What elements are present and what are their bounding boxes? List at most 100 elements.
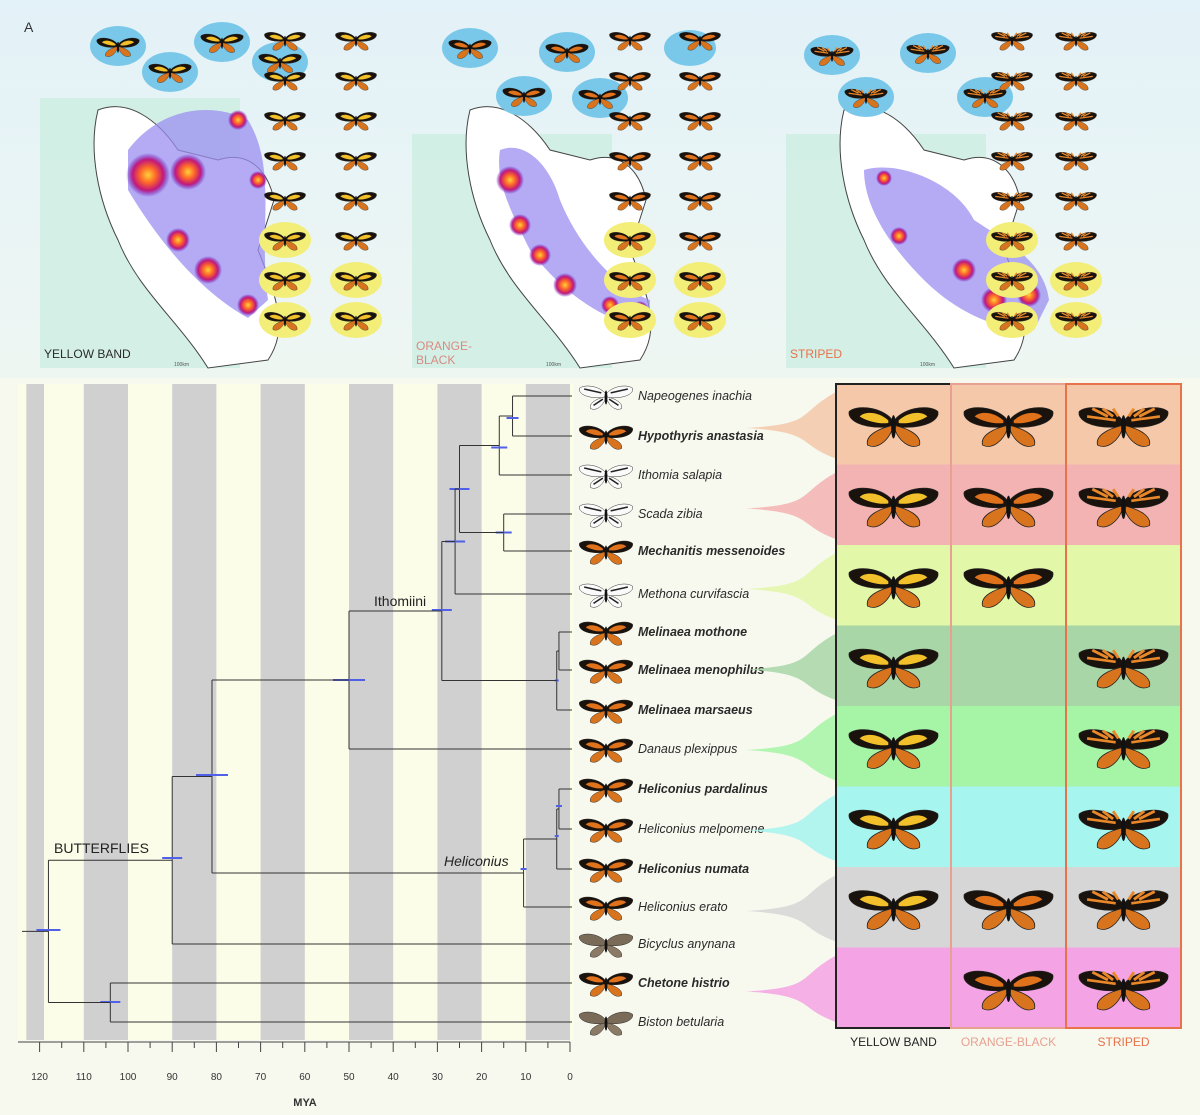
axis-tick-label: 40 — [388, 1072, 400, 1083]
taxon-icon-13 — [579, 858, 633, 883]
axis-tick-label: 20 — [476, 1072, 488, 1083]
taxon-label: Melinaea menophilus — [638, 663, 764, 677]
axis-tick-label: 120 — [31, 1072, 48, 1083]
panel-a-butterfly-icon — [335, 192, 377, 211]
morph-butterfly-icon — [963, 407, 1054, 447]
morph-connector — [746, 553, 836, 620]
panel-a-butterfly-icon — [448, 39, 492, 59]
panel-a-butterfly-icon — [200, 33, 244, 53]
time-stripe — [260, 384, 305, 1040]
taxon-icon-17 — [579, 1011, 633, 1036]
morph-column-frame — [1065, 383, 1182, 1029]
panel-a-butterfly-icon — [609, 192, 651, 211]
taxon-label: Melinaea mothone — [638, 625, 747, 639]
taxon-label: Bicyclus anynana — [638, 937, 735, 951]
panel-a-butterfly-icon — [609, 72, 651, 91]
taxon-icon-6 — [579, 583, 633, 608]
clade-label-ithomiini: Ithomiini — [374, 593, 426, 609]
phylogeny-tree — [22, 395, 572, 1023]
map-label: STRIPED — [790, 347, 842, 361]
range-maps: YELLOW BAND 100km ORANGE-BLACK 100km STRIPED… — [40, 98, 1049, 369]
axis-tick-label: 60 — [299, 1072, 311, 1083]
morph-butterfly-icon — [963, 970, 1054, 1011]
panel-a-butterflies — [90, 22, 1102, 338]
panel-a-butterfly-icon — [264, 112, 306, 131]
panel-a-butterfly-icon — [991, 152, 1033, 171]
axis-tick-label: 100 — [120, 1072, 137, 1083]
axis-tick-label: 110 — [76, 1072, 92, 1083]
panel-a-butterfly-icon — [679, 32, 721, 51]
taxon-label: Napeogenes inachia — [638, 389, 752, 403]
morph-butterfly-icon — [1078, 729, 1169, 769]
taxon-icon-9 — [579, 699, 633, 724]
panel-a-butterfly-icon — [1055, 192, 1097, 211]
panel-a-butterfly-icon — [1055, 32, 1097, 51]
panel-a-butterfly-icon — [335, 232, 377, 251]
taxon-label: Danaus plexippus — [638, 742, 737, 756]
panel-a-butterfly-icon — [1055, 312, 1097, 331]
taxon-icon-3 — [579, 464, 633, 489]
taxon-icon-15 — [579, 933, 633, 958]
panel-a-butterfly-icon — [1055, 272, 1097, 291]
time-stripe — [525, 384, 570, 1040]
morph-grid: YELLOW BAND ORANGE-BLACK STRIPED — [746, 383, 1182, 1049]
axis-label: MYA — [293, 1097, 316, 1109]
panel-a-butterfly-icon — [679, 72, 721, 91]
axis-tick-label: 10 — [520, 1072, 532, 1083]
morph-butterfly-icon — [1078, 648, 1169, 689]
panel-a-butterfly-icon — [545, 43, 589, 63]
panel-a-butterfly-icon — [264, 192, 306, 211]
taxon-label: Scada zibia — [638, 507, 703, 521]
panel-a-butterfly-icon — [335, 32, 377, 51]
taxon-label: Ithomia salapia — [638, 468, 722, 482]
morph-connector — [746, 875, 836, 942]
morph-butterfly-icon — [848, 407, 939, 447]
panel-a-butterfly-icon — [148, 63, 192, 83]
panel-a-butterfly-icon — [906, 44, 950, 64]
taxon-icon-4 — [579, 503, 633, 528]
morph-butterfly-icon — [1078, 809, 1169, 850]
taxon-icon-1 — [579, 385, 633, 410]
panel-a-butterfly-icon — [609, 232, 651, 251]
panel-a-butterfly-icon — [679, 312, 721, 331]
morph-butterfly-icon — [848, 648, 939, 689]
panel-a-butterfly-icon — [679, 272, 721, 291]
panel-a-butterfly-icon — [991, 112, 1033, 131]
morph-connector — [746, 472, 836, 539]
morph-butterfly-icon — [1078, 970, 1169, 1011]
panel-a-butterfly-icon — [335, 72, 377, 91]
taxon-icon-2 — [579, 425, 633, 450]
panel-a-butterfly-icon — [679, 192, 721, 211]
morph-column-label: STRIPED — [1097, 1035, 1149, 1049]
morph-connector — [746, 955, 836, 1022]
taxon-icon-5 — [579, 540, 633, 565]
taxon-icon-14 — [579, 896, 633, 921]
panel-a-butterfly-icon — [335, 112, 377, 131]
panel-a-butterfly-icon — [609, 272, 651, 291]
panel-a-butterfly-icon — [991, 232, 1033, 251]
morph-column-label: YELLOW BAND — [850, 1035, 937, 1049]
panel-a-butterfly-icon — [335, 152, 377, 171]
panel-a-butterfly-icon — [810, 46, 854, 66]
morph-butterfly-icon — [848, 487, 939, 528]
axis-tick-label: 50 — [343, 1072, 355, 1083]
panel-a-butterfly-icon — [991, 192, 1033, 211]
panel-a-butterfly-icon — [264, 152, 306, 171]
morph-connector — [746, 794, 836, 861]
panel-a-butterfly-icon — [264, 272, 306, 291]
morph-butterfly-icon — [848, 729, 939, 769]
morph-butterfly-icon — [1078, 890, 1169, 930]
panel-a-butterfly-icon — [335, 272, 377, 291]
panel-a-butterfly-icon — [991, 312, 1033, 331]
morph-butterfly-icon — [848, 809, 939, 850]
axis-tick-label: 30 — [432, 1072, 444, 1083]
morph-column-label: ORANGE-BLACK — [961, 1035, 1056, 1049]
map-scale: 100km — [546, 362, 561, 368]
taxon-label: Chetone histrio — [638, 976, 730, 990]
taxon-icon-7 — [579, 621, 633, 646]
taxon-label: Biston betularia — [638, 1015, 724, 1029]
morph-connector — [746, 392, 836, 459]
panel-a-butterfly-icon — [679, 112, 721, 131]
morph-butterfly-icon — [963, 568, 1054, 608]
